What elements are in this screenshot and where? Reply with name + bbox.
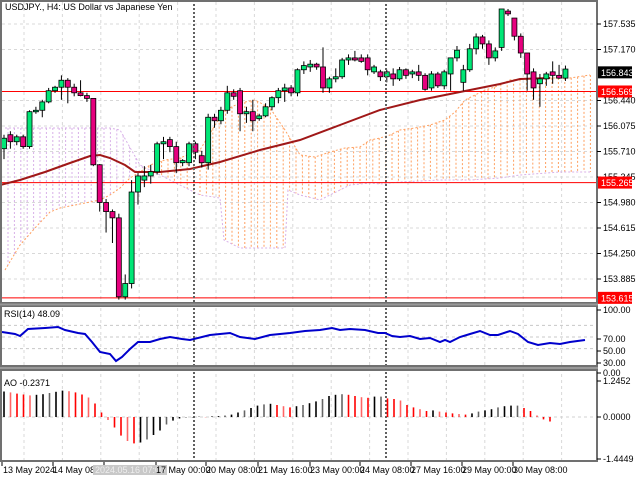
ao-tick-label: 0.0000 [603,412,631,422]
rsi-tick-label: 30.00 [603,358,626,368]
chart-title: USDJPY., H4: US Dollar vs Japanese Yen [5,2,173,12]
svg-text:153.615: 153.615 [601,293,634,303]
time-label: 20 May 08:00 [206,465,261,475]
price-tick-label: 154.250 [603,248,636,258]
time-label: 29 May 00:00 [462,465,517,475]
current-price-tag: 156.843 [598,66,634,79]
time-label: 27 May 16:00 [411,465,466,475]
moving-average-line [0,77,551,186]
crosshair-time-label: 2024.05.16 07:00 [93,465,168,475]
rsi-label: RSI(14) 48.09 [4,309,61,319]
rsi-line [1,325,586,363]
rsi-tick-label: 50.00 [603,346,626,356]
price-tick-label: 155.710 [603,146,636,156]
time-label: 24 May 08:00 [360,465,415,475]
time-label: 13 May 2024 [3,465,56,475]
time-axis-ticks [0,461,598,466]
ichimoku-cloud [4,74,591,271]
price-tick-label: 153.885 [603,274,636,284]
candlesticks [1,8,569,300]
price-axis[interactable]: 157.535157.170156.440156.075155.710155.3… [597,19,636,464]
ao-tick-label: 1.2452 [603,376,631,386]
hline-price-tag: 156.569 [598,85,634,98]
rsi-tick-label: 100.00 [603,305,631,315]
svg-text:155.265: 155.265 [601,178,634,188]
time-label: 21 May 16:00 [258,465,313,475]
price-tick-label: 154.980 [603,197,636,207]
hline-price-tag: 155.265 [598,176,634,189]
price-tick-label: 154.615 [603,223,636,233]
price-tick-label: 157.535 [603,19,636,29]
svg-text:156.569: 156.569 [601,87,634,97]
ao-label: AO -0.2371 [4,378,51,388]
time-label: 14 May 08:00 [53,465,108,475]
price-tick-label: 157.170 [603,44,636,54]
ao-tick-label: -1.4449 [603,454,634,464]
hline-price-tag: 153.615 [598,291,634,304]
price-tick-label: 156.440 [603,95,636,105]
svg-text:156.843: 156.843 [601,68,634,78]
time-label: 17 May 00:00 [156,465,211,475]
rsi-tick-label: 0.00 [603,368,621,378]
price-tick-label: 156.075 [603,121,636,131]
ao-histogram [3,390,551,444]
rsi-tick-label: 70.00 [603,334,626,344]
period-separators [193,0,387,460]
time-label: 30 May 08:00 [513,465,568,475]
time-label: 23 May 00:00 [310,465,365,475]
